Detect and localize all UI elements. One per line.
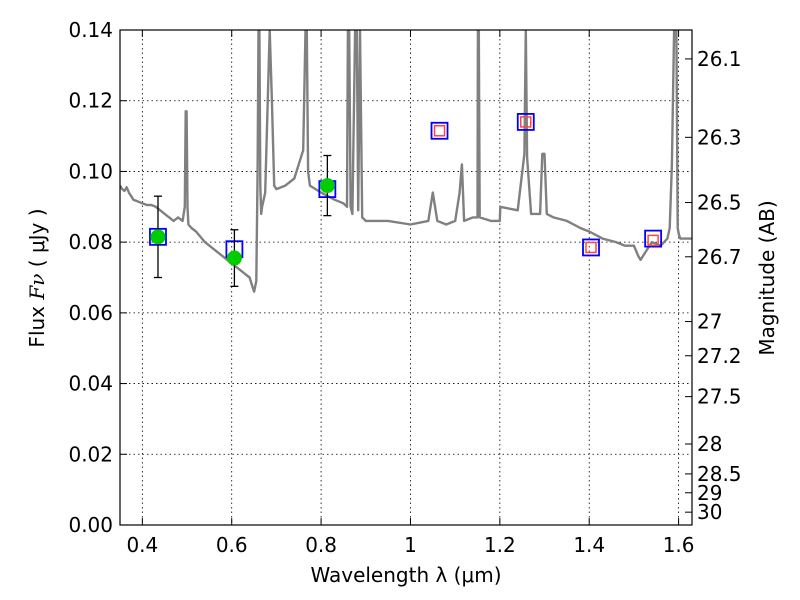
- right-tick-label: 30: [697, 500, 722, 524]
- y-tick-label: 0.04: [68, 372, 113, 396]
- y-axis-label-right: Magnitude (AB): [755, 200, 779, 355]
- right-tick-label: 26.1: [697, 47, 742, 71]
- model-point-box: [516, 113, 535, 131]
- predicted-point-box: [520, 116, 532, 128]
- y-tick-label: 0.06: [68, 301, 113, 325]
- y-tick-label: 0.08: [68, 230, 113, 254]
- plot-frame: [119, 29, 693, 526]
- grid-lines: [120, 29, 692, 526]
- right-tick-label: 27: [697, 310, 722, 334]
- y-label-prefix: Flux: [25, 300, 49, 348]
- y-tick-label: 0.00: [68, 513, 113, 537]
- y-tick-label: 0.02: [68, 442, 113, 466]
- right-tick-label: 28.5: [697, 462, 742, 486]
- y-tick-label: 0.14: [68, 18, 113, 42]
- y-label-symbol: Fν: [25, 274, 49, 301]
- right-tick-label: 27.5: [697, 385, 742, 409]
- right-tick-label: 26.5: [697, 191, 742, 215]
- x-tick-label: 1.4: [573, 533, 605, 557]
- y-label-unit: ( μJy ): [25, 208, 49, 273]
- y-tick-label: 0.10: [68, 159, 113, 183]
- x-tick-label: 1: [404, 533, 417, 557]
- observed-point: [226, 250, 242, 266]
- right-tick-label: 26.7: [697, 245, 742, 269]
- observed-point: [150, 229, 166, 245]
- right-tick-label: 26.3: [697, 125, 742, 149]
- x-tick-label: 1.2: [484, 533, 516, 557]
- model-point-box: [644, 229, 663, 248]
- predicted-point-box: [585, 241, 597, 254]
- y-tick-label: 0.12: [68, 89, 113, 113]
- tick-labels: 0.4 0.6 0.8 1 1.2 1.4 1.6 0.00 0.02 0.04 0.06 0.08 0…: [68, 18, 741, 557]
- x-tick-label: 0.6: [216, 533, 248, 557]
- model-point-box: [582, 238, 600, 257]
- template-spectrum-line: [120, 30, 692, 293]
- predicted-point-box: [647, 234, 659, 247]
- plot-area: [120, 30, 692, 293]
- predicted-point-box: [433, 125, 446, 137]
- observed-point: [319, 178, 335, 194]
- x-axis-label: Wavelength λ (μm): [310, 563, 501, 587]
- right-tick-label: 29: [697, 481, 722, 505]
- model-point-box: [430, 121, 449, 140]
- right-tick-label: 28: [697, 432, 722, 456]
- x-tick-label: 0.8: [305, 533, 337, 557]
- y-axis-label-left: Flux Fν ( μJy ): [25, 208, 49, 347]
- right-tick-label: 27.2: [697, 344, 742, 368]
- x-tick-label: 0.4: [126, 533, 158, 557]
- axis-ticks: [120, 29, 692, 526]
- x-tick-label: 1.6: [663, 533, 695, 557]
